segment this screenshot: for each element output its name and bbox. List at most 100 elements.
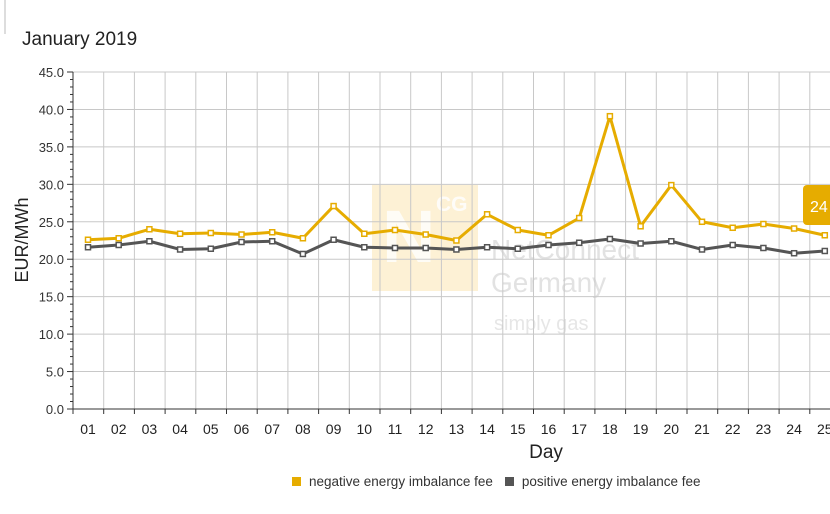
- data-point: [422, 244, 429, 252]
- data-point: [637, 240, 644, 247]
- legend-swatch: [292, 477, 301, 486]
- y-tick-label: 40.0: [39, 102, 64, 117]
- data-point: [115, 241, 122, 249]
- data-point: [330, 202, 337, 210]
- watermark-line-2: Germany: [491, 267, 606, 298]
- data-point: [176, 230, 184, 238]
- data-point: [299, 250, 307, 258]
- watermark-letters-cg: CG: [436, 193, 468, 216]
- data-point: [545, 241, 552, 249]
- x-tick-label: 01: [80, 421, 96, 437]
- x-tick-label: 20: [664, 421, 680, 437]
- data-point: [698, 218, 706, 226]
- data-point: [729, 224, 736, 232]
- x-tick-label: 06: [234, 421, 250, 437]
- data-point: [453, 237, 460, 244]
- data-point: [514, 226, 522, 234]
- data-point: [268, 237, 276, 245]
- legend-swatch: [504, 477, 514, 486]
- y-tick-label: 0.0: [46, 402, 64, 417]
- y-tick-label: 30.0: [39, 177, 64, 192]
- data-point: [238, 231, 245, 238]
- y-tick-label: 15.0: [39, 290, 64, 305]
- tooltip-box: [803, 185, 830, 225]
- x-tick-label: 22: [725, 421, 741, 437]
- data-point: [483, 211, 491, 218]
- data-point: [760, 220, 767, 228]
- x-tick-label: 10: [357, 421, 373, 437]
- data-point: [575, 239, 583, 246]
- x-tick-label: 25: [817, 421, 830, 437]
- data-point: [575, 214, 583, 222]
- x-tick-label: 08: [295, 421, 311, 437]
- series-group: [84, 112, 829, 258]
- legend-item[interactable]: positive energy imbalance fee: [504, 474, 701, 489]
- data-point: [299, 235, 307, 242]
- data-point: [361, 243, 368, 251]
- y-tick-label: 5.0: [46, 365, 64, 380]
- data-point: [146, 237, 153, 245]
- x-axis-title: Day: [529, 442, 563, 463]
- panel-edge: [4, 0, 6, 34]
- x-tick-label: 13: [449, 421, 465, 437]
- y-tick-label: 35.0: [39, 140, 64, 155]
- x-tick-label: 09: [326, 421, 342, 437]
- x-tick-label: 21: [694, 421, 710, 437]
- x-tick-label: 16: [541, 421, 557, 437]
- data-point: [790, 225, 798, 232]
- legend-label: positive energy imbalance fee: [521, 474, 701, 489]
- legend-item[interactable]: negative energy imbalance fee: [292, 474, 493, 489]
- data-point: [606, 112, 614, 120]
- data-point: [483, 243, 491, 251]
- x-tick-label: 18: [602, 421, 618, 437]
- data-point: [422, 231, 429, 238]
- data-point: [146, 226, 153, 233]
- data-point: [84, 236, 92, 244]
- y-tick-label: 25.0: [39, 215, 64, 230]
- data-point: [238, 238, 245, 246]
- data-point: [115, 235, 122, 242]
- data-point: [821, 232, 829, 239]
- y-tick-label: 10.0: [39, 327, 64, 342]
- data-point: [790, 249, 798, 257]
- x-tick-label: 04: [172, 421, 188, 437]
- tooltip: 24: [803, 185, 830, 225]
- data-point: [760, 244, 767, 252]
- y-tick-label: 20.0: [39, 252, 64, 267]
- x-tick-label: 14: [479, 421, 495, 437]
- data-point: [729, 241, 736, 249]
- x-tick-label: 17: [571, 421, 587, 437]
- axes: 0.0 5.0 10.0 15.0 20.0 25.0 30.0 35.0 40.0 45.0 01…: [12, 65, 830, 463]
- x-tick-label: 19: [633, 421, 649, 437]
- y-tick-label: 45.0: [39, 65, 64, 80]
- y-axis-title: EUR/MWh: [12, 198, 32, 283]
- data-point: [668, 237, 675, 245]
- x-tick-label: 07: [264, 421, 280, 437]
- x-tick-label: 12: [418, 421, 434, 437]
- x-tick-label: 24: [786, 421, 802, 437]
- x-tick-label: 03: [142, 421, 158, 437]
- data-point: [514, 245, 522, 252]
- data-point: [84, 243, 92, 251]
- x-tick-label: 05: [203, 421, 219, 437]
- data-point: [207, 245, 215, 252]
- data-point: [330, 236, 337, 244]
- data-point: [176, 246, 184, 253]
- chart-title: January 2019: [22, 29, 138, 50]
- data-point: [391, 226, 399, 234]
- x-tick-label: 02: [111, 421, 127, 437]
- data-point: [606, 235, 614, 243]
- data-point: [207, 229, 215, 237]
- watermark-line-3: simply gas: [494, 313, 588, 335]
- data-point: [668, 181, 675, 189]
- legend: negative energy imbalance fee positive en…: [292, 474, 700, 489]
- data-point: [637, 223, 644, 230]
- legend-label: negative energy imbalance fee: [309, 474, 493, 489]
- x-tick-label: 11: [388, 421, 403, 437]
- x-tick-label: 23: [756, 421, 772, 437]
- tooltip-text: 24: [810, 199, 828, 216]
- x-tick-label: 15: [510, 421, 526, 437]
- data-point: [545, 232, 552, 239]
- data-point: [361, 230, 368, 238]
